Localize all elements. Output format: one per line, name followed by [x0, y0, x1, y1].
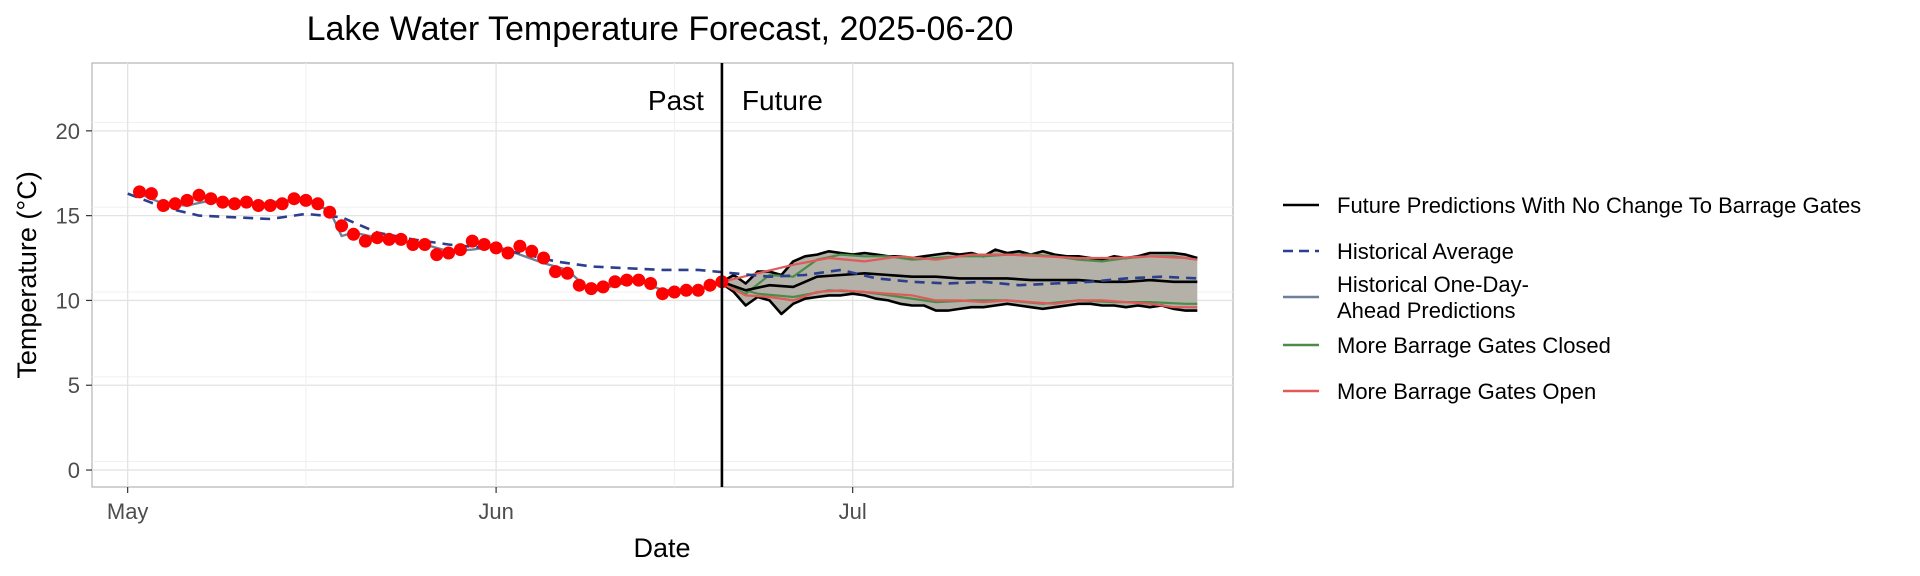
historical-average-line [127, 192, 1198, 287]
observed-point [477, 238, 491, 251]
observed-point [442, 246, 456, 260]
observed-point [382, 232, 396, 246]
observed-point [501, 246, 515, 260]
observed-point [144, 187, 158, 201]
observed-point [347, 227, 360, 241]
observed-point [335, 219, 349, 233]
future-annotation: Future [742, 85, 823, 116]
legend: Future Predictions With No Change To Bar… [1283, 193, 1861, 404]
observed-point [513, 239, 527, 253]
y-tick-label: 10 [56, 288, 80, 313]
legend-label: Historical One-Day- [1337, 272, 1529, 297]
legend-label: More Barrage Gates Closed [1337, 333, 1611, 358]
gates-open-line [721, 282, 1198, 309]
observed-point [656, 287, 669, 301]
observed-point [691, 283, 705, 297]
observed-point [394, 232, 408, 246]
observed-point [323, 205, 337, 219]
legend-label: Ahead Predictions [1337, 298, 1516, 323]
prediction-band-fill [721, 249, 1198, 314]
observed-point [596, 280, 610, 294]
observed-point [168, 197, 182, 211]
y-tick-label: 5 [68, 373, 80, 398]
x-tick-label: Jun [478, 499, 513, 524]
observed-point [418, 238, 432, 251]
y-axis-title: Temperature (°C) [12, 171, 42, 378]
observed-point [584, 282, 598, 296]
grid-lines [92, 63, 1233, 487]
observed-point [311, 197, 325, 211]
observed-point [430, 248, 444, 262]
y-axis-ticks: 0 5 10 15 20 [56, 119, 92, 483]
gates-open-upper-line [721, 253, 1198, 283]
observed-point [406, 238, 420, 251]
x-axis-title: Date [633, 533, 690, 563]
observed-point [287, 192, 301, 206]
observed-point [180, 193, 194, 207]
y-tick-label: 20 [56, 119, 80, 144]
x-tick-label: Jul [839, 499, 867, 524]
observed-point [549, 265, 562, 279]
observed-point [560, 266, 574, 280]
observed-point [156, 199, 170, 212]
legend-label: More Barrage Gates Open [1337, 379, 1596, 404]
observed-point [299, 193, 313, 207]
observed-points [133, 185, 729, 301]
x-axis-ticks: May Jun Jul [107, 487, 867, 524]
band-lower-edge-line [721, 282, 1198, 316]
observed-point [572, 278, 586, 292]
observed-point [275, 197, 289, 211]
observed-point [228, 197, 242, 211]
y-tick-label: 0 [68, 458, 80, 483]
chart-title: Lake Water Temperature Forecast, 2025-06… [307, 10, 1014, 48]
observed-point [370, 231, 384, 245]
observed-point [489, 241, 503, 255]
observed-point [620, 273, 634, 287]
observed-point [537, 251, 551, 265]
x-tick-label: May [107, 499, 149, 524]
y-tick-label: 15 [56, 204, 80, 229]
observed-point [216, 195, 230, 209]
observed-point [632, 273, 646, 287]
observed-point [465, 234, 479, 248]
observed-point [192, 188, 206, 202]
observed-point [525, 244, 539, 258]
observed-point [263, 199, 277, 212]
observed-point [679, 283, 693, 297]
observed-point [251, 199, 265, 212]
observed-point [644, 277, 658, 290]
legend-label: Historical Average [1337, 239, 1514, 264]
prediction-band [721, 249, 1198, 314]
no-change-prediction-line [721, 272, 1198, 292]
past-annotation: Past [648, 85, 704, 116]
legend-label: Future Predictions With No Change To Bar… [1337, 193, 1861, 218]
observed-point [240, 195, 253, 209]
observed-point [133, 185, 146, 199]
observed-point [453, 243, 467, 257]
observed-point [667, 285, 681, 299]
observed-point [358, 234, 372, 248]
observed-point [703, 278, 717, 292]
observed-point [204, 192, 218, 206]
observed-point [608, 275, 622, 289]
